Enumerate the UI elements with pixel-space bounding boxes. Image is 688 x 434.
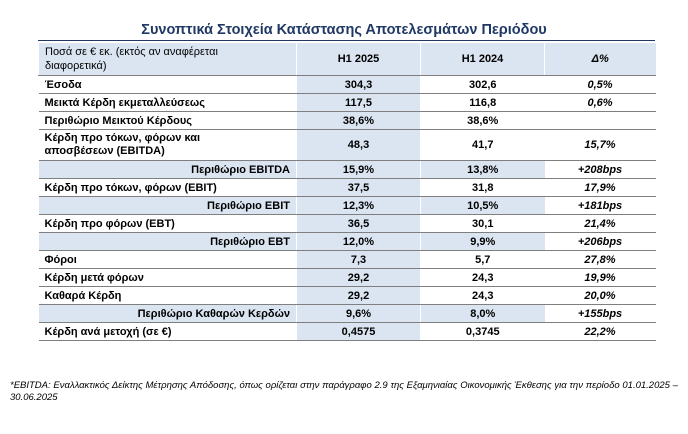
- value-delta: 20,0%: [544, 286, 656, 305]
- value-h1-2025: 304,3: [296, 75, 421, 94]
- value-h1-2025: 29,2: [296, 268, 421, 287]
- value-h1-2024: 0,3745: [420, 322, 545, 341]
- footnote: *EBITDA: Εναλλακτικός Δείκτης Μέτρησης Α…: [10, 380, 678, 403]
- value-h1-2025: 38,6%: [296, 111, 421, 130]
- value-h1-2024: 9,9%: [420, 232, 545, 251]
- row-label: Κέρδη προ τόκων, φόρων (EBIT): [38, 178, 297, 197]
- value-h1-2024: 38,6%: [420, 111, 545, 130]
- value-delta: +181bps: [544, 196, 656, 215]
- table-row: Κέρδη προ τόκων, φόρων (EBIT) 37,5 31,8 17,…: [38, 178, 656, 197]
- table-row: Περιθώριο Καθαρών Κερδών 9,6% 8,0% +155bps: [38, 304, 656, 323]
- header-h1-2025: H1 2025: [296, 43, 421, 76]
- header-label: Ποσά σε € εκ. (εκτός αν αναφέρεται διαφο…: [38, 43, 297, 76]
- row-label: Κέρδη ανά μετοχή (σε €): [38, 322, 297, 341]
- value-h1-2025: 48,3: [296, 129, 421, 161]
- value-delta: 27,8%: [544, 250, 656, 269]
- results-table: Ποσά σε € εκ. (εκτός αν αναφέρεται διαφο…: [38, 43, 656, 341]
- row-label-text-line2: αποσβέσεων (EBITDA): [44, 145, 165, 157]
- title-divider: [38, 40, 655, 41]
- row-label: Κέρδη προ φόρων (EBT): [38, 214, 297, 233]
- table-row: Καθαρά Κέρδη 29,2 24,3 20,0%: [38, 286, 656, 305]
- row-label: Περιθώριο EBIT: [38, 196, 297, 215]
- row-label-text: Καθαρά Κέρδη: [44, 289, 122, 302]
- value-delta: 15,7%: [544, 129, 656, 161]
- value-h1-2024: 24,3: [420, 268, 545, 287]
- row-label-text: Περιθώριο Μεικτού Κέρδους: [44, 114, 192, 127]
- row-label: Περιθώριο Καθαρών Κερδών: [38, 304, 297, 323]
- row-label-text: Περιθώριο EBT: [210, 235, 290, 248]
- row-label: Περιθώριο EBITDA: [38, 160, 297, 179]
- header-h1-2024: H1 2024: [420, 43, 545, 76]
- row-label: Μεικτά Κέρδη εκμεταλλεύσεως: [38, 93, 297, 112]
- row-label-text: Περιθώριο EBITDA: [191, 163, 290, 176]
- value-delta: +155bps: [544, 304, 656, 323]
- value-h1-2025: 29,2: [296, 286, 421, 305]
- value-h1-2024: 13,8%: [420, 160, 545, 179]
- row-label: Καθαρά Κέρδη: [38, 286, 297, 305]
- value-h1-2024: 41,7: [420, 129, 545, 161]
- value-delta: [544, 111, 656, 130]
- value-delta: 0,5%: [544, 75, 656, 94]
- value-h1-2025: 12,0%: [296, 232, 421, 251]
- value-h1-2024: 8,0%: [420, 304, 545, 323]
- value-h1-2025: 0,4575: [296, 322, 421, 341]
- table-row: Κέρδη προ τόκων, φόρων και αποσβέσεων (EB…: [38, 129, 656, 161]
- row-label: Περιθώριο EBT: [38, 232, 297, 251]
- row-label: Περιθώριο Μεικτού Κέρδους: [38, 111, 297, 130]
- row-label-text: Έσοδα: [44, 78, 82, 91]
- value-h1-2024: 116,8: [420, 93, 545, 112]
- table-header-row: Ποσά σε € εκ. (εκτός αν αναφέρεται διαφο…: [38, 43, 656, 76]
- row-label-text: Κέρδη προ φόρων (EBT): [44, 217, 175, 230]
- value-h1-2025: 7,3: [296, 250, 421, 269]
- value-h1-2024: 302,6: [420, 75, 545, 94]
- value-delta: +206bps: [544, 232, 656, 251]
- row-label: Φόροι: [38, 250, 297, 269]
- table-row: Περιθώριο EBITDA 15,9% 13,8% +208bps: [38, 160, 656, 179]
- table-row: Περιθώριο EBT 12,0% 9,9% +206bps: [38, 232, 656, 251]
- value-delta: 0,6%: [544, 93, 656, 112]
- value-h1-2025: 37,5: [296, 178, 421, 197]
- table-row: Κέρδη μετά φόρων 29,2 24,3 19,9%: [38, 268, 656, 287]
- header-label-line2: διαφορετικά): [45, 60, 107, 72]
- value-h1-2025: 36,5: [296, 214, 421, 233]
- row-label-text: Κέρδη μετά φόρων: [44, 271, 144, 284]
- page-title: Συνοπτικά Στοιχεία Κατάστασης Αποτελεσμά…: [141, 22, 547, 38]
- value-delta: 21,4%: [544, 214, 656, 233]
- value-h1-2024: 30,1: [420, 214, 545, 233]
- row-label: Κέρδη μετά φόρων: [38, 268, 297, 287]
- row-label-text: Φόροι: [44, 253, 77, 266]
- row-label-text: Περιθώριο Καθαρών Κερδών: [137, 307, 290, 320]
- value-h1-2024: 31,8: [420, 178, 545, 197]
- value-h1-2024: 5,7: [420, 250, 545, 269]
- value-h1-2024: 24,3: [420, 286, 545, 305]
- header-label-line1: Ποσά σε € εκ. (εκτός αν αναφέρεται: [45, 46, 218, 58]
- row-label: Κέρδη προ τόκων, φόρων και αποσβέσεων (EB…: [38, 129, 297, 161]
- table-row: Περιθώριο Μεικτού Κέρδους 38,6% 38,6%: [38, 111, 656, 130]
- header-delta: Δ%: [544, 43, 656, 76]
- value-delta: +208bps: [544, 160, 656, 179]
- table-row: Φόροι 7,3 5,7 27,8%: [38, 250, 656, 269]
- value-h1-2025: 15,9%: [296, 160, 421, 179]
- table-row: Κέρδη ανά μετοχή (σε €) 0,4575 0,3745 22,2%: [38, 322, 656, 341]
- row-label: Έσοδα: [38, 75, 297, 94]
- value-h1-2025: 12,3%: [296, 196, 421, 215]
- row-label-text: Κέρδη προ τόκων, φόρων και: [44, 132, 201, 144]
- value-delta: 19,9%: [544, 268, 656, 287]
- table-row: Έσοδα 304,3 302,6 0,5%: [38, 75, 656, 94]
- row-label-text: Κέρδη προ τόκων, φόρων (EBIT): [44, 181, 217, 194]
- table-row: Περιθώριο EBIT 12,3% 10,5% +181bps: [38, 196, 656, 215]
- value-h1-2025: 117,5: [296, 93, 421, 112]
- table-row: Μεικτά Κέρδη εκμεταλλεύσεως 117,5 116,8 0,6…: [38, 93, 656, 112]
- table-body: Έσοδα 304,3 302,6 0,5% Μεικτά Κέρδη εκμεταλλ…: [38, 75, 656, 341]
- value-delta: 22,2%: [544, 322, 656, 341]
- value-h1-2024: 10,5%: [420, 196, 545, 215]
- table-row: Κέρδη προ φόρων (EBT) 36,5 30,1 21,4%: [38, 214, 656, 233]
- value-delta: 17,9%: [544, 178, 656, 197]
- row-label-text: Μεικτά Κέρδη εκμεταλλεύσεως: [44, 96, 205, 109]
- value-h1-2025: 9,6%: [296, 304, 421, 323]
- row-label-text: Κέρδη ανά μετοχή (σε €): [44, 325, 172, 338]
- row-label-text: Περιθώριο EBIT: [207, 199, 290, 212]
